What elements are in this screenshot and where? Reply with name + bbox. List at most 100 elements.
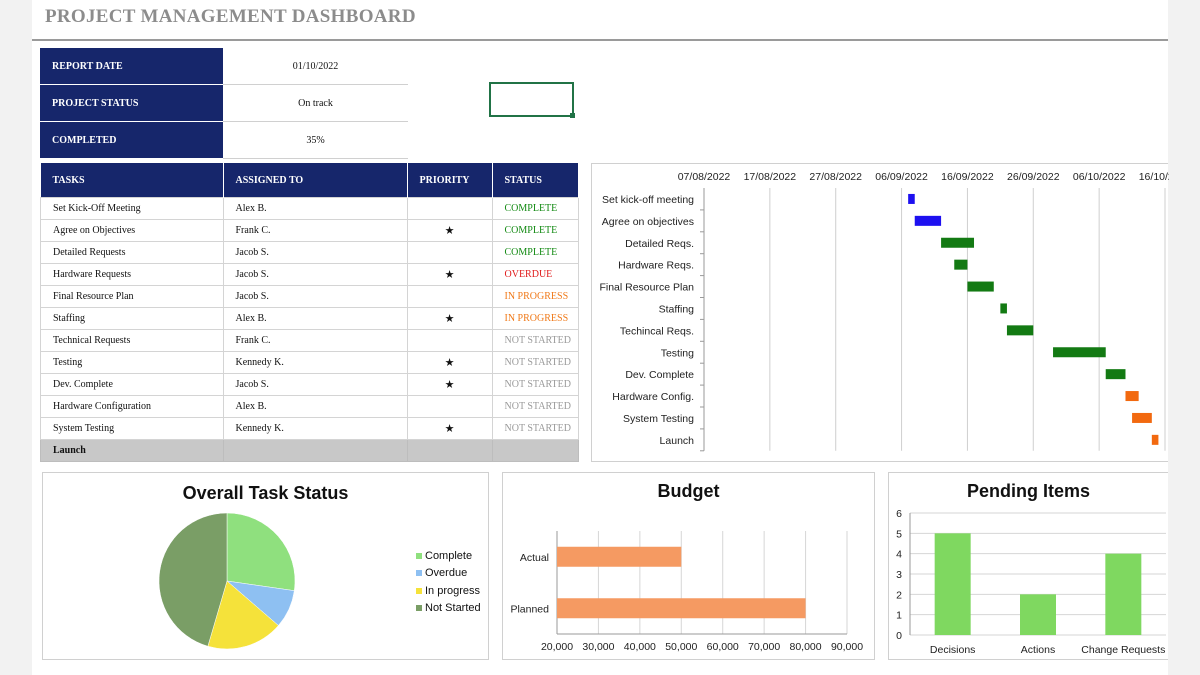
status-cell[interactable]: COMPLETE xyxy=(491,219,579,242)
assigned-cell[interactable]: Kennedy K. xyxy=(222,417,408,440)
status-cell[interactable]: NOT STARTED xyxy=(491,395,579,418)
status-cell[interactable]: IN PROGRESS xyxy=(491,285,579,308)
empty-cell[interactable] xyxy=(222,439,408,462)
completed-label[interactable]: COMPLETED xyxy=(40,121,223,159)
pending-items-title: Pending Items xyxy=(966,481,1091,501)
completed-value[interactable]: 35% xyxy=(223,121,408,159)
gantt-task-label: Launch xyxy=(660,435,695,447)
gantt-task-label: Set kick-off meeting xyxy=(602,194,694,206)
gantt-x-tick-label: 17/08/2022 xyxy=(744,171,797,183)
summary-table: REPORT DATE 01/10/2022 PROJECT STATUS On… xyxy=(40,48,408,159)
budget-x-tick-label: 20,000 xyxy=(541,641,573,653)
task-status-title: Overall Task Status xyxy=(182,483,349,503)
task-status-pie-chart xyxy=(158,512,296,650)
assigned-cell[interactable]: Jacob S. xyxy=(222,285,408,308)
tasks-column-header[interactable]: TASKS xyxy=(40,163,224,198)
table-row: Dev. Complete Jacob S. ★ NOT STARTED xyxy=(40,373,579,396)
status-cell[interactable]: NOT STARTED xyxy=(491,329,579,352)
fill-handle[interactable] xyxy=(570,113,575,118)
status-cell[interactable]: COMPLETE xyxy=(491,197,579,220)
gantt-bar xyxy=(941,237,975,248)
legend-label: Overdue xyxy=(425,567,468,580)
table-row: Staffing Alex B. ★ IN PROGRESS xyxy=(40,307,579,330)
task-cell[interactable]: Staffing xyxy=(40,307,224,330)
priority-cell[interactable] xyxy=(406,197,493,220)
task-cell[interactable]: System Testing xyxy=(40,417,224,440)
gantt-bar xyxy=(1105,369,1126,380)
task-cell[interactable]: Agree on Objectives xyxy=(40,219,224,242)
assigned-cell[interactable]: Alex B. xyxy=(222,395,408,418)
gantt-bar xyxy=(914,215,942,226)
priority-cell[interactable]: ★ xyxy=(406,219,493,242)
status-column-header[interactable]: STATUS xyxy=(492,163,579,198)
task-cell[interactable]: Technical Requests xyxy=(40,329,224,352)
task-cell[interactable]: Hardware Configuration xyxy=(40,395,224,418)
assigned-cell[interactable]: Frank C. xyxy=(222,219,408,242)
pending-bar xyxy=(1020,594,1056,635)
table-row: Set Kick-Off Meeting Alex B. COMPLETE xyxy=(40,197,579,220)
task-cell[interactable]: Launch xyxy=(40,439,224,462)
priority-cell[interactable] xyxy=(406,395,493,418)
report-date-label[interactable]: REPORT DATE xyxy=(40,48,223,85)
assigned-cell[interactable]: Alex B. xyxy=(222,197,408,220)
selected-cell[interactable] xyxy=(489,82,575,118)
status-cell[interactable]: NOT STARTED xyxy=(491,351,579,374)
task-cell[interactable]: Testing xyxy=(40,351,224,374)
assigned-cell[interactable]: Alex B. xyxy=(222,307,408,330)
assigned-cell[interactable]: Jacob S. xyxy=(222,373,408,396)
priority-cell[interactable] xyxy=(406,329,493,352)
gantt-chart-panel: 07/08/2022 17/08/2022 27/08/2022 06/09/2022… xyxy=(591,163,1191,462)
budget-title: Budget xyxy=(657,481,720,501)
sheet-margin-right xyxy=(1168,0,1200,675)
task-cell[interactable]: Dev. Complete xyxy=(40,373,224,396)
priority-cell[interactable]: ★ xyxy=(406,307,493,330)
empty-cell[interactable] xyxy=(491,439,579,462)
sheet-margin-left xyxy=(0,0,32,675)
status-cell[interactable]: NOT STARTED xyxy=(491,373,579,396)
gantt-task-label: Detailed Reqs. xyxy=(625,238,694,250)
priority-cell[interactable]: ★ xyxy=(406,417,493,440)
budget-x-tick-label: 60,000 xyxy=(707,641,739,653)
pending-category-label: Decisions xyxy=(930,644,976,656)
priority-cell[interactable]: ★ xyxy=(406,373,493,396)
assigned-column-header[interactable]: ASSIGNED TO xyxy=(223,163,408,198)
assigned-cell[interactable]: Frank C. xyxy=(222,329,408,352)
priority-cell[interactable] xyxy=(406,285,493,308)
status-cell[interactable]: COMPLETE xyxy=(491,241,579,264)
project-status-value[interactable]: On track xyxy=(223,84,408,122)
pending-y-tick-label: 6 xyxy=(896,508,902,520)
empty-cell[interactable] xyxy=(406,439,493,462)
legend-label: Not Started xyxy=(425,602,481,615)
status-cell[interactable]: IN PROGRESS xyxy=(491,307,579,330)
table-row: Testing Kennedy K. ★ NOT STARTED xyxy=(40,351,579,374)
assigned-cell[interactable]: Kennedy K. xyxy=(222,351,408,374)
priority-cell[interactable] xyxy=(406,241,493,264)
gantt-bar xyxy=(1132,412,1152,423)
pending-category-label: Change Requests xyxy=(1081,644,1165,656)
budget-x-tick-label: 90,000 xyxy=(831,641,863,653)
task-cell[interactable]: Final Resource Plan xyxy=(40,285,224,308)
task-cell[interactable]: Hardware Requests xyxy=(40,263,224,286)
table-row: Technical Requests Frank C. NOT STARTED xyxy=(40,329,579,352)
table-row: Hardware Requests Jacob S. ★ OVERDUE xyxy=(40,263,579,286)
assigned-cell[interactable]: Jacob S. xyxy=(222,241,408,264)
project-status-label[interactable]: PROJECT STATUS xyxy=(40,84,223,122)
assigned-cell[interactable]: Jacob S. xyxy=(222,263,408,286)
task-cell[interactable]: Set Kick-Off Meeting xyxy=(40,197,224,220)
priority-cell[interactable]: ★ xyxy=(406,351,493,374)
status-cell[interactable]: NOT STARTED xyxy=(491,417,579,440)
pending-y-tick-label: 1 xyxy=(896,610,902,622)
budget-bar xyxy=(557,546,682,567)
table-row: Hardware Configuration Alex B. NOT STARTED xyxy=(40,395,579,418)
gantt-bar xyxy=(1000,303,1007,314)
task-cell[interactable]: Detailed Requests xyxy=(40,241,224,264)
report-date-value[interactable]: 01/10/2022 xyxy=(223,48,408,85)
gantt-x-tick-label: 26/09/2022 xyxy=(1007,171,1060,183)
legend-item: Complete xyxy=(416,547,481,565)
priority-column-header[interactable]: PRIORITY xyxy=(407,163,493,198)
legend-item: Not Started xyxy=(416,600,481,618)
pending-y-tick-label: 5 xyxy=(896,528,902,540)
priority-cell[interactable]: ★ xyxy=(406,263,493,286)
gantt-task-label: Testing xyxy=(661,347,694,359)
status-cell[interactable]: OVERDUE xyxy=(491,263,579,286)
